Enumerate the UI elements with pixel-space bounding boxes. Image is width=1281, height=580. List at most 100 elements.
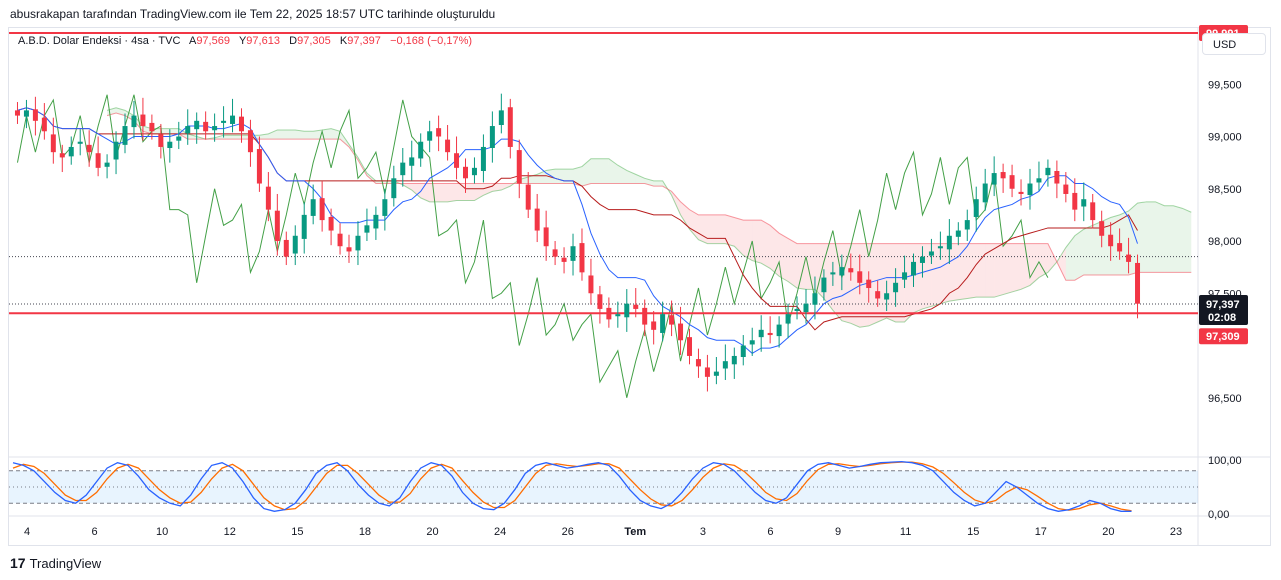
chart-frame — [8, 27, 1271, 546]
candle-body — [185, 126, 191, 134]
candle-body — [570, 246, 576, 261]
candle-body — [122, 126, 128, 145]
candle-body — [982, 183, 988, 203]
candle-body — [767, 332, 773, 336]
candle-body — [633, 304, 639, 309]
ichimoku-cloud-segment — [994, 243, 1004, 298]
candle-body — [1000, 172, 1006, 179]
ichimoku-cloud-segment — [160, 128, 170, 134]
candle-body — [848, 268, 854, 273]
ichimoku-cloud-segment — [832, 243, 842, 321]
candle-body — [418, 141, 424, 159]
high-value: 97,613 — [246, 35, 280, 47]
candle-body — [722, 361, 728, 369]
candle-body — [902, 272, 908, 280]
ichimoku-cloud-segment — [322, 128, 332, 140]
ichimoku-cloud-segment — [295, 129, 305, 140]
candle-body — [23, 110, 29, 117]
candle-body — [310, 199, 316, 216]
candle-body — [489, 126, 495, 148]
ichimoku-cloud-segment — [644, 178, 654, 187]
candle-body — [238, 116, 244, 132]
time-tick-label: 11 — [900, 526, 911, 538]
candle-body — [579, 243, 585, 273]
price-tick-label: 98,000 — [1208, 236, 1242, 248]
ichimoku-cloud-segment — [1074, 229, 1084, 281]
candle-body — [400, 162, 406, 176]
tenkan-line — [17, 107, 1138, 354]
candle-body — [292, 235, 298, 254]
ichimoku-cloud-segment — [1029, 243, 1039, 286]
ichimoku-cloud-segment — [599, 158, 609, 184]
stoch-tick-label: 100,00 — [1208, 455, 1242, 467]
ichimoku-cloud-segment — [976, 243, 986, 298]
candle-body — [68, 146, 74, 157]
candle-body — [1090, 202, 1096, 221]
candle-body — [427, 131, 433, 141]
ichimoku-cloud-segment — [501, 183, 511, 191]
currency-button[interactable]: USD — [1202, 33, 1266, 55]
candle-body — [884, 293, 890, 300]
candle-body — [946, 235, 952, 250]
candle-body — [1063, 184, 1069, 194]
ichimoku-cloud-segment — [223, 135, 233, 140]
ichimoku-cloud-segment — [142, 126, 152, 134]
ichimoku-cloud-segment — [447, 183, 457, 202]
candle-body — [669, 315, 675, 325]
candle-body — [552, 249, 558, 257]
candle-body — [1126, 254, 1132, 262]
candle-body — [687, 337, 693, 356]
candle-body — [346, 247, 352, 252]
candle-body — [991, 173, 997, 185]
candle-body — [203, 121, 209, 132]
candle-body — [364, 225, 370, 233]
candle-body — [928, 251, 934, 256]
ichimoku-cloud-segment — [680, 201, 690, 230]
tradingview-logo[interactable]: 17 TradingView — [10, 555, 101, 571]
ichimoku-cloud-segment — [1012, 243, 1022, 292]
ichimoku-cloud-segment — [1137, 201, 1147, 273]
candle-body — [812, 293, 818, 305]
ichimoku-cloud-segment — [940, 243, 950, 304]
time-tick-label: 6 — [767, 526, 773, 538]
ichimoku-cloud-segment — [465, 183, 475, 201]
ichimoku-cloud-segment — [313, 129, 323, 140]
candle-body — [176, 136, 182, 141]
time-tick-label: Tem — [624, 526, 646, 538]
ichimoku-cloud-segment — [716, 214, 726, 244]
stoch-k-line — [12, 460, 1132, 512]
candle-body — [14, 110, 20, 116]
candle-body — [642, 307, 648, 325]
candle-body — [857, 271, 863, 283]
candle-body — [283, 239, 289, 257]
candle-body — [588, 275, 594, 294]
ichimoku-cloud-segment — [1155, 201, 1165, 273]
ichimoku-cloud-segment — [770, 225, 780, 277]
chart-caption: abusrakapan tarafından TradingView.com i… — [10, 7, 496, 21]
ichimoku-cloud-segment — [268, 129, 278, 140]
ichimoku-cloud-segment — [859, 243, 869, 328]
price-tick-label: 99,500 — [1208, 79, 1242, 91]
ichimoku-cloud-segment — [797, 243, 806, 290]
candle-body — [1036, 178, 1042, 183]
candle-body — [319, 198, 325, 221]
candle-body — [704, 367, 710, 377]
last-price-tag-bg — [1199, 295, 1248, 326]
candle-body — [525, 184, 531, 210]
ichimoku-cloud-segment — [1173, 205, 1183, 273]
senkou-b-line — [106, 112, 1192, 281]
symbol-legend[interactable]: A.B.D. Dolar Endeksi · 4sa · TVC A97,569… — [18, 35, 472, 47]
ichimoku-cloud-segment — [573, 166, 582, 187]
candle-body — [337, 233, 343, 247]
ichimoku-cloud-segment — [913, 243, 923, 313]
candle-body — [713, 371, 719, 376]
candle-body — [1045, 167, 1051, 176]
candle-body — [624, 303, 630, 318]
candle-body — [839, 267, 845, 276]
ichimoku-cloud-segment — [169, 128, 179, 134]
candle-body — [247, 130, 253, 153]
candle-body — [59, 153, 65, 158]
candle-body — [973, 199, 979, 217]
candle-body — [221, 120, 227, 123]
